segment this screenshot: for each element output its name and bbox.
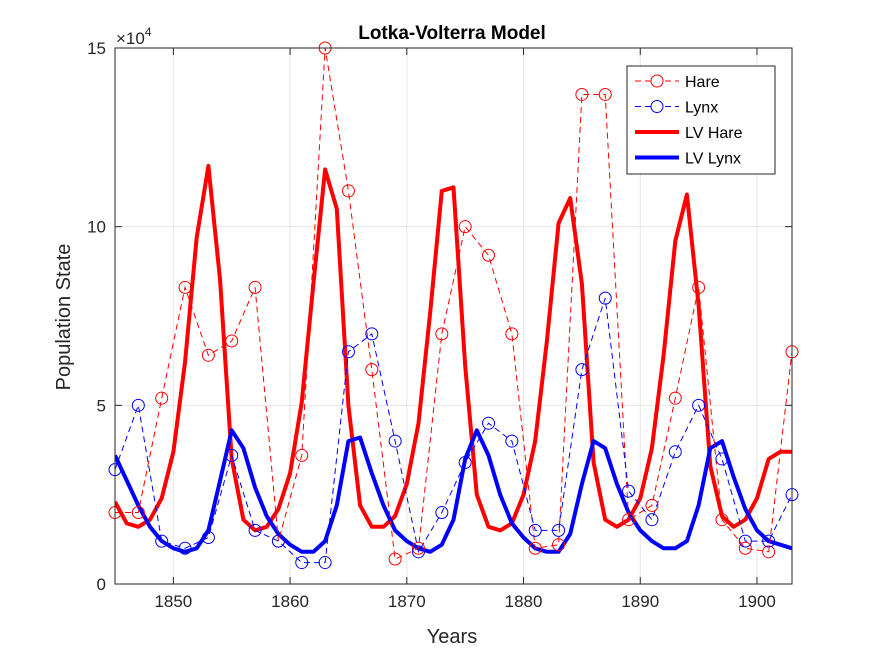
hare-marker [482,248,496,262]
hare-line [115,48,792,560]
hare-marker [248,280,262,294]
hare-marker [155,391,169,405]
lynx-marker [692,398,706,412]
hare-marker [715,513,729,527]
lynx-marker [248,523,262,537]
data-layer [115,48,792,564]
hare-marker [622,513,636,527]
x-axis-label: Years [427,626,477,648]
hare-marker [178,280,192,294]
legend-lv-lynx-label: LV Lynx [685,151,741,168]
hare-marker [598,87,612,101]
hare-marker [528,541,542,555]
hare-marker [645,498,659,512]
lynx-marker [762,534,776,548]
lynx-marker [411,545,425,559]
lynx-marker [295,556,309,570]
y-tick-label: 0 [97,575,106,594]
lynx-marker [528,523,542,537]
hare-marker [692,280,706,294]
legend-lynx-marker [650,100,664,113]
legend-lv-hare-label: LV Hare [685,125,743,142]
hare-marker [762,545,776,559]
hare-marker [738,541,752,555]
lynx-marker [738,534,752,548]
hare-marker [225,334,239,348]
hare-marker [295,448,309,462]
lynx-marker [645,513,659,527]
chart-title: Lotka-Volterra Model [358,23,546,44]
x-tick-label: 1860 [271,592,309,611]
y-axis-label: Population State [53,244,75,391]
lynx-marker [552,523,566,537]
lv-lynx-line [115,428,792,554]
lynx-marker [318,556,332,570]
x-tick-label: 1880 [505,592,543,611]
x-tick-label: 1890 [621,592,659,611]
legend: Hare Lynx LV Hare LV Lynx [626,65,776,175]
lynx-marker [505,434,519,448]
hare-marker [458,220,472,234]
hare-marker [575,87,589,101]
lynx-marker [668,445,682,459]
x-tick-label: 1850 [154,592,192,611]
lynx-marker [131,398,145,412]
x-tick-label: 1900 [738,592,776,611]
legend-hare-label: Hare [685,74,720,91]
y-multiplier-exponent: 4 [145,25,152,39]
hare-marker [552,538,566,552]
lynx-marker [178,541,192,555]
lynx-marker [575,363,589,377]
hare-marker [388,552,402,566]
lynx-marker [155,534,169,548]
hare-marker [365,363,379,377]
x-tick-label: 1870 [388,592,426,611]
lynx-marker [482,416,496,430]
lynx-marker [271,534,285,548]
lv-hare-line [115,163,792,533]
lynx-marker [341,345,355,359]
lynx-marker [715,452,729,466]
y-multiplier-label: ×104 [116,25,152,48]
lynx-marker [225,448,239,462]
lynx-marker [435,506,449,520]
hare-marker [411,541,425,555]
hare-marker [341,184,355,198]
lynx-marker [598,291,612,305]
lynx-marker [201,531,215,545]
lynx-marker [458,456,472,470]
hare-marker [668,391,682,405]
hare-marker [505,327,519,341]
lynx-marker [388,434,402,448]
legend-lynx-label: Lynx [685,100,718,117]
y-multiplier-base: ×10 [116,29,145,48]
axes-box [114,47,793,585]
y-tick-label: 15 [87,39,106,58]
y-tick-label: 5 [97,396,106,415]
lynx-marker [622,484,636,498]
legend-hare-marker [650,74,664,88]
y-tick-label: 10 [87,218,106,237]
lynx-marker [365,327,379,341]
hare-marker [201,348,215,362]
hare-marker [435,327,449,341]
hare-marker [131,506,145,520]
